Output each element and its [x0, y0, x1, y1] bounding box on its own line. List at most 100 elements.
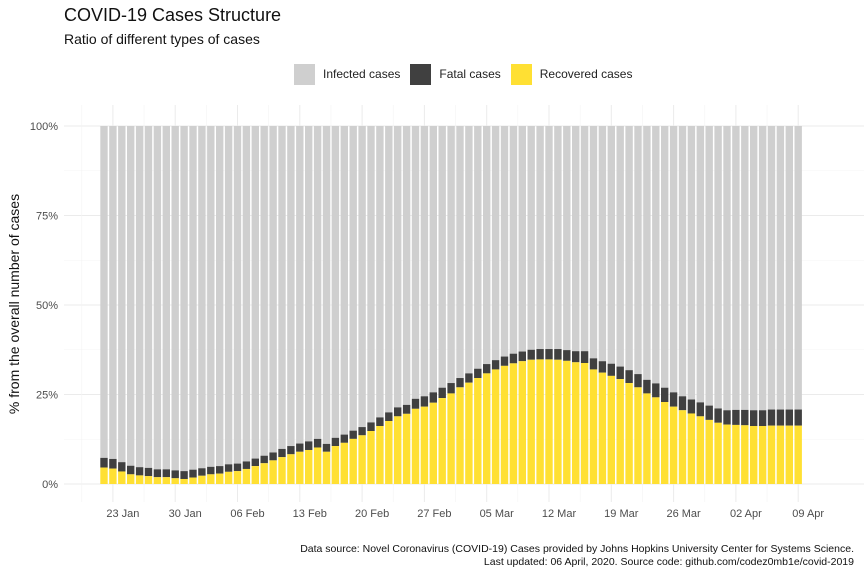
bar-infected: [153, 126, 162, 470]
bar-fatal: [100, 457, 108, 468]
y-tick-label: 100%: [30, 121, 58, 133]
bar-fatal: [207, 466, 215, 475]
bar-infected: [491, 126, 500, 361]
bar-recovered: [224, 471, 233, 484]
bar-fatal: [331, 437, 340, 447]
bar-recovered: [474, 378, 482, 484]
bar-fatal: [429, 392, 437, 403]
legend-key-recovered: [510, 63, 532, 85]
bar-infected: [411, 126, 420, 399]
y-tick-label: 25%: [36, 390, 58, 402]
bar-recovered: [305, 449, 313, 484]
bar-recovered: [411, 408, 420, 484]
x-tick-label: 27 Feb: [417, 508, 451, 520]
bar-infected: [589, 126, 598, 359]
legend-key-fatal: [410, 63, 432, 85]
x-tick-label: 13 Feb: [293, 508, 327, 520]
bar-infected: [385, 126, 393, 413]
bar-fatal: [474, 368, 482, 379]
x-tick-label: 02 Apr: [730, 508, 762, 520]
bar-recovered: [598, 372, 607, 484]
bar-fatal: [118, 462, 126, 472]
bar-recovered: [572, 362, 580, 484]
bar-recovered: [100, 467, 108, 484]
x-tick-label: 26 Mar: [666, 508, 701, 520]
bar-infected: [171, 126, 179, 471]
bar-fatal: [616, 366, 624, 380]
bar-infected: [447, 126, 455, 384]
bar-recovered: [420, 406, 429, 484]
bar-recovered: [607, 375, 615, 484]
y-tick-label: 50%: [36, 300, 58, 312]
bar-recovered: [385, 420, 393, 484]
bar-fatal: [216, 466, 224, 474]
bar-infected: [776, 126, 785, 410]
bar-fatal: [483, 364, 491, 374]
bar-fatal: [367, 422, 375, 432]
bar-recovered: [545, 359, 553, 484]
bar-fatal: [322, 443, 331, 452]
bar-recovered: [144, 476, 153, 484]
bar-infected: [331, 126, 340, 438]
bar-infected: [465, 126, 473, 374]
legend-label-fatal: Fatal cases: [439, 67, 501, 81]
bar-fatal: [447, 383, 455, 394]
bar-recovered: [349, 438, 357, 484]
bar-recovered: [652, 397, 660, 484]
bar-infected: [456, 126, 464, 379]
bar-infected: [750, 126, 758, 411]
bar-fatal: [554, 349, 562, 360]
bar-recovered: [278, 457, 286, 484]
bar-infected: [376, 126, 384, 418]
bar-recovered: [216, 473, 224, 484]
bar-infected: [732, 126, 740, 410]
bar-infected: [340, 126, 348, 435]
legend-label-recovered: Recovered cases: [539, 67, 633, 81]
bar-fatal: [643, 379, 651, 394]
bar-recovered: [616, 379, 624, 484]
bar-fatal: [411, 398, 420, 409]
bar-recovered: [687, 413, 696, 484]
y-tick-label: 75%: [36, 211, 58, 223]
bar-fatal: [465, 373, 473, 383]
bar-recovered: [785, 425, 793, 484]
bar-fatal: [198, 468, 206, 476]
bar-recovered: [554, 359, 562, 484]
bar-infected: [643, 126, 651, 380]
bar-infected: [500, 126, 509, 357]
bar-fatal: [714, 408, 722, 423]
bar-recovered: [776, 425, 785, 484]
bar-infected: [260, 126, 268, 456]
legend-label-infected: Infected cases: [323, 67, 401, 81]
bar-recovered: [563, 360, 571, 484]
bar-recovered: [233, 471, 242, 484]
bar-recovered: [429, 402, 437, 484]
bar-infected: [625, 126, 633, 371]
bar-infected: [189, 126, 197, 470]
bar-fatal: [305, 441, 313, 450]
bar-infected: [144, 126, 153, 468]
bar-recovered: [242, 468, 251, 484]
bar-recovered: [696, 416, 704, 484]
bar-recovered: [447, 393, 455, 484]
y-tick-label: 0%: [42, 479, 58, 491]
bar-fatal: [385, 412, 393, 421]
bar-infected: [474, 126, 482, 369]
bar-recovered: [518, 361, 526, 484]
bar-fatal: [652, 383, 660, 398]
bar-recovered: [287, 454, 295, 484]
x-tick-label: 30 Jan: [169, 508, 202, 520]
bar-infected: [349, 126, 357, 431]
bar-recovered: [296, 451, 304, 484]
x-tick-label: 06 Feb: [230, 508, 264, 520]
x-tick-label: 23 Jan: [106, 508, 139, 520]
bar-fatal: [358, 427, 366, 436]
bar-recovered: [251, 466, 259, 484]
bar-recovered: [367, 431, 375, 484]
bars: [100, 126, 802, 484]
bar-recovered: [402, 413, 411, 484]
bar-recovered: [376, 426, 384, 484]
bar-fatal: [438, 387, 446, 399]
bar-recovered: [162, 477, 170, 484]
bar-recovered: [153, 477, 162, 484]
